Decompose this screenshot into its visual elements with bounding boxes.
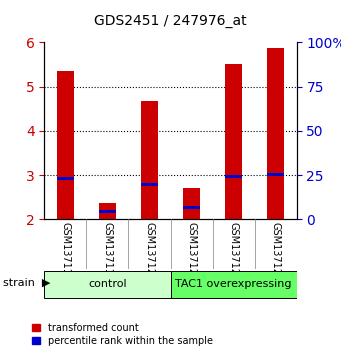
Bar bbox=[267, 48, 284, 219]
Text: GSM137120: GSM137120 bbox=[145, 222, 154, 281]
Text: GSM137123: GSM137123 bbox=[271, 222, 281, 281]
Text: TAC1 overexpressing: TAC1 overexpressing bbox=[175, 279, 292, 289]
Bar bbox=[225, 175, 242, 178]
Bar bbox=[183, 206, 200, 209]
Bar bbox=[267, 173, 284, 176]
Bar bbox=[183, 188, 200, 219]
Bar bbox=[57, 177, 74, 180]
Text: GSM137118: GSM137118 bbox=[60, 222, 70, 281]
Text: GSM137122: GSM137122 bbox=[228, 222, 239, 281]
Bar bbox=[141, 183, 158, 185]
Text: control: control bbox=[88, 279, 127, 289]
Bar bbox=[57, 71, 74, 219]
Text: GSM137121: GSM137121 bbox=[187, 222, 196, 281]
Bar bbox=[99, 210, 116, 213]
FancyBboxPatch shape bbox=[170, 270, 297, 298]
FancyBboxPatch shape bbox=[44, 270, 170, 298]
Text: GSM137119: GSM137119 bbox=[102, 222, 113, 281]
Text: GDS2451 / 247976_at: GDS2451 / 247976_at bbox=[94, 14, 247, 28]
Bar bbox=[141, 101, 158, 219]
Bar bbox=[99, 202, 116, 219]
Legend: transformed count, percentile rank within the sample: transformed count, percentile rank withi… bbox=[32, 323, 213, 346]
Text: strain  ▶: strain ▶ bbox=[3, 277, 51, 287]
Bar bbox=[225, 64, 242, 219]
